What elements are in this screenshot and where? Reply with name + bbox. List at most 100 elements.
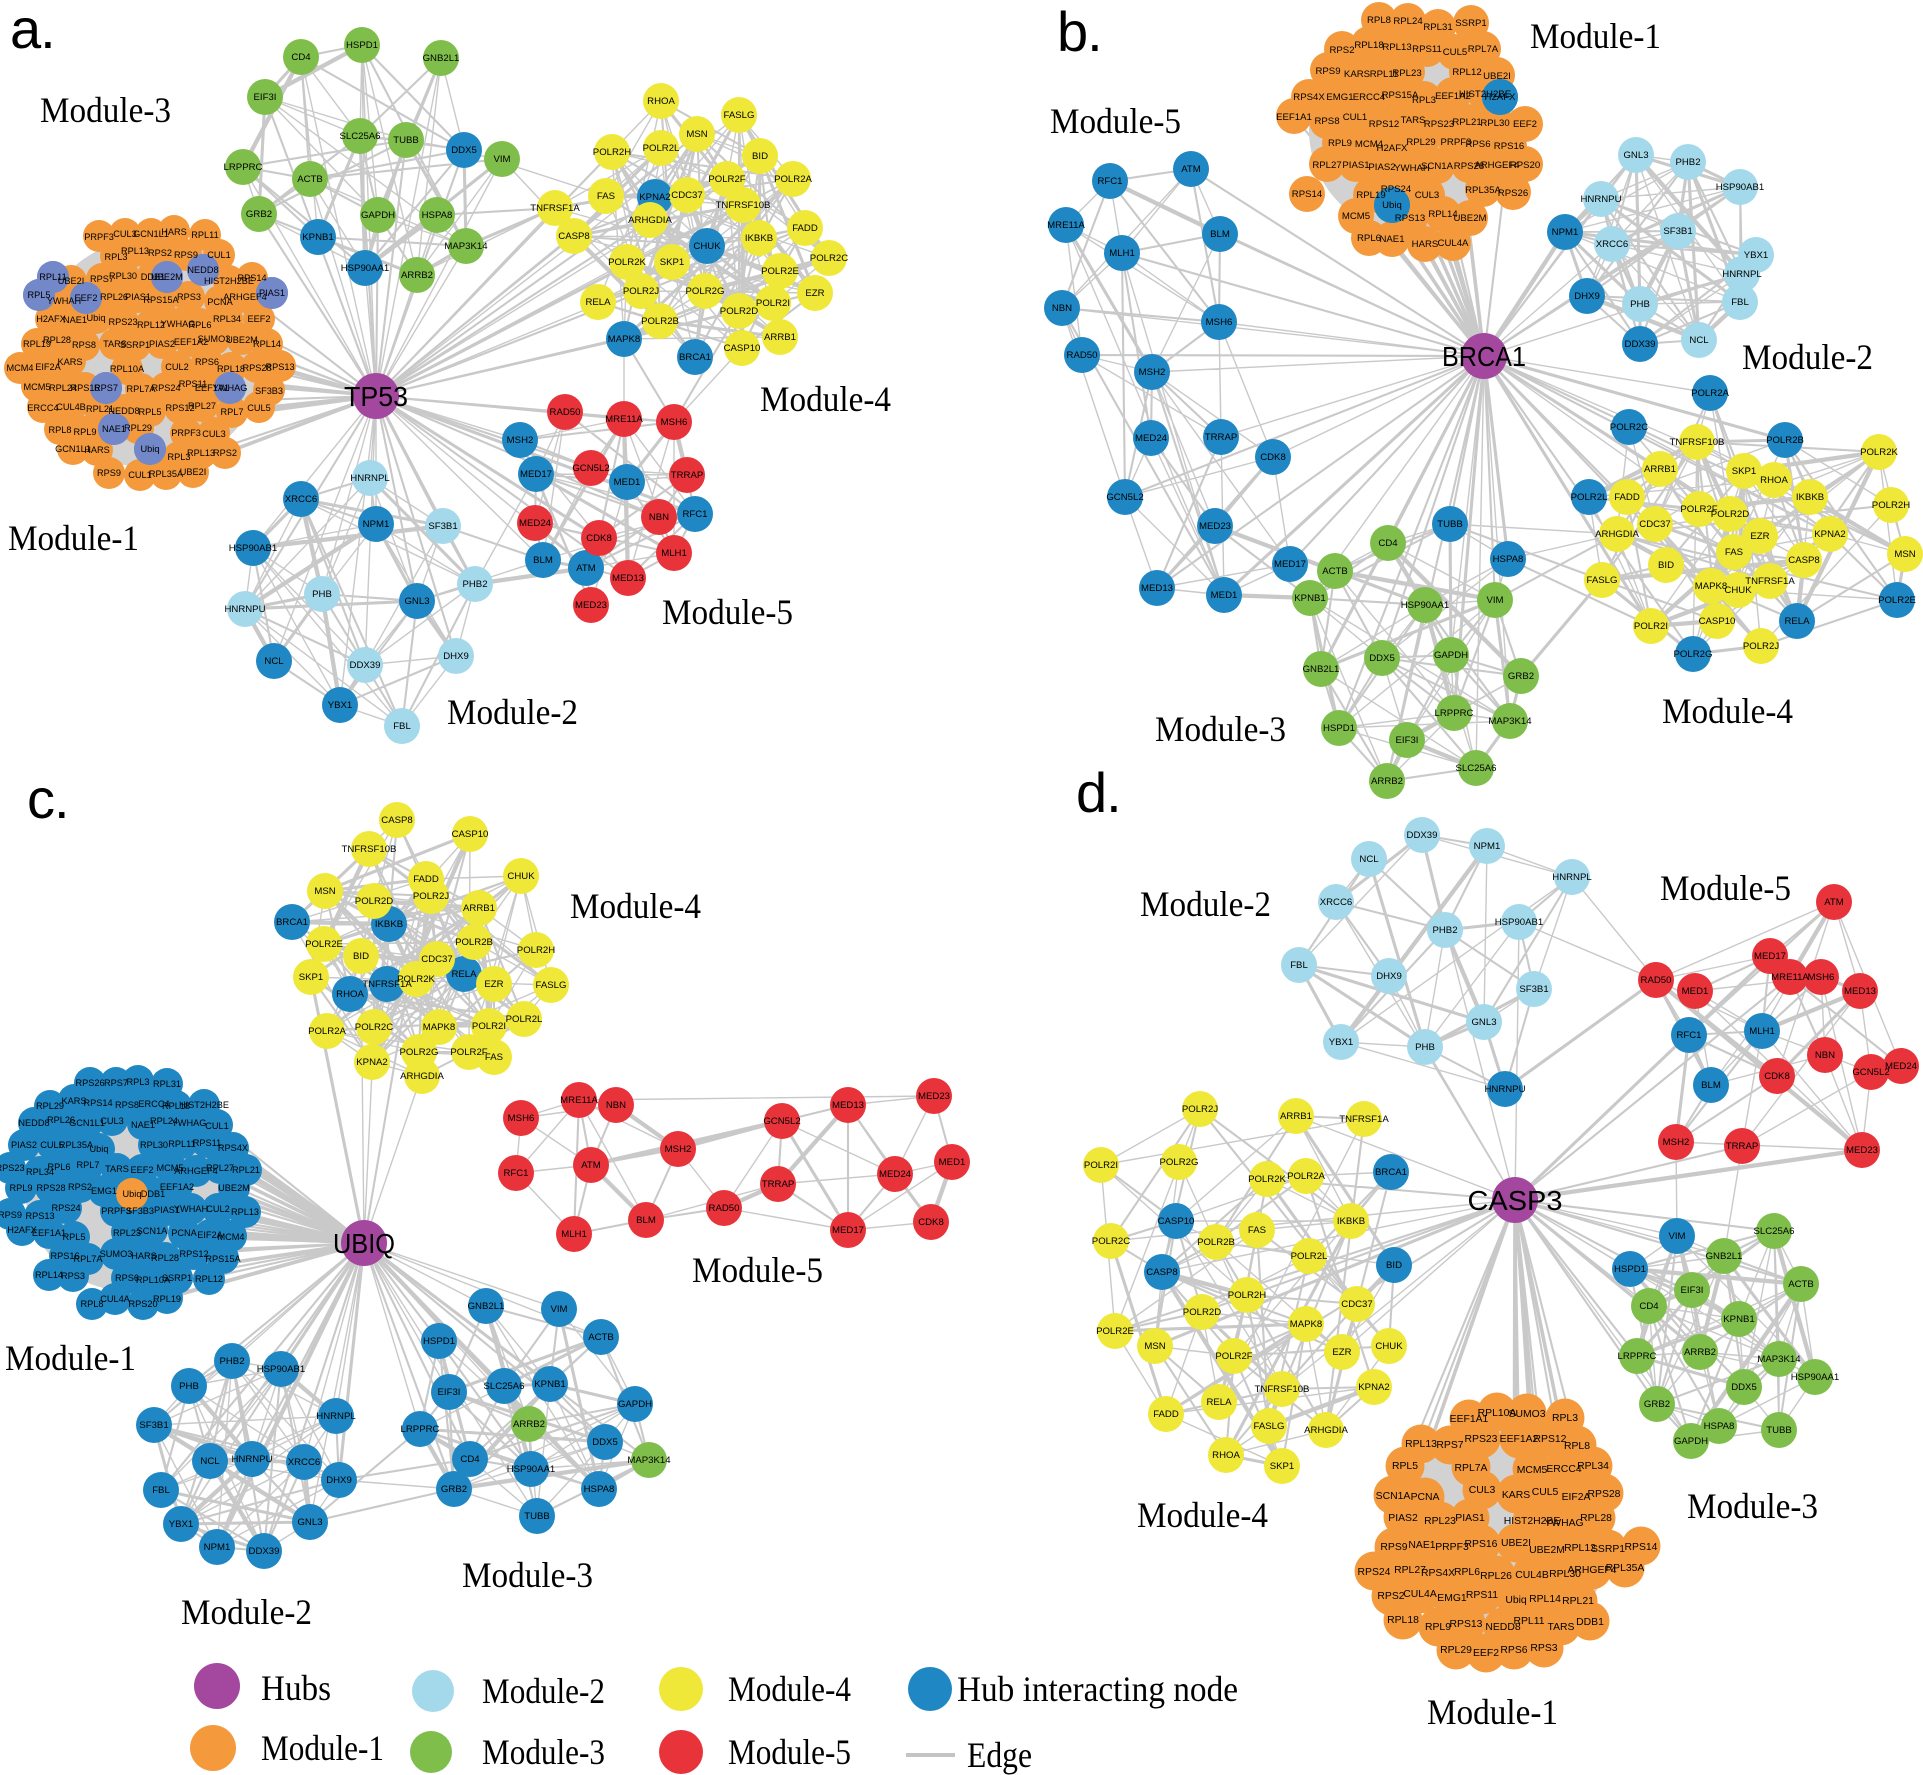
svg-text:DDB1: DDB1 xyxy=(141,1189,166,1199)
svg-text:CUL1: CUL1 xyxy=(205,1121,229,1131)
svg-text:ARRB1: ARRB1 xyxy=(463,903,495,914)
svg-text:ARRB1: ARRB1 xyxy=(1280,1111,1312,1122)
svg-text:TNFRSF10B: TNFRSF10B xyxy=(716,200,771,211)
svg-text:KARS: KARS xyxy=(57,357,82,367)
svg-text:EMG1: EMG1 xyxy=(91,1186,117,1196)
svg-text:CDK8: CDK8 xyxy=(1764,1071,1790,1082)
svg-text:RPL8: RPL8 xyxy=(49,425,72,435)
svg-text:CASP8: CASP8 xyxy=(1788,555,1819,566)
svg-text:HSPA8: HSPA8 xyxy=(1493,554,1524,565)
svg-text:MAPK8: MAPK8 xyxy=(423,1022,456,1033)
svg-text:PIAS1: PIAS1 xyxy=(125,292,151,302)
svg-text:BLM: BLM xyxy=(533,555,553,566)
svg-text:TNFRSF1A: TNFRSF1A xyxy=(362,979,412,990)
svg-text:RPL28: RPL28 xyxy=(1580,1513,1612,1524)
svg-text:POLR2A: POLR2A xyxy=(774,174,812,185)
svg-text:GAPDH: GAPDH xyxy=(618,1399,652,1410)
svg-text:RPL29: RPL29 xyxy=(1440,1645,1472,1656)
svg-text:POLR2C: POLR2C xyxy=(810,253,848,264)
svg-text:NBN: NBN xyxy=(649,512,669,523)
svg-text:POLR2J: POLR2J xyxy=(1743,641,1779,652)
svg-text:GRB2: GRB2 xyxy=(1508,671,1534,682)
svg-text:POLR2F: POLR2F xyxy=(450,1047,487,1058)
svg-text:Module-5: Module-5 xyxy=(662,592,793,632)
svg-text:POLR2E: POLR2E xyxy=(1096,1326,1134,1337)
svg-text:RPS7: RPS7 xyxy=(1436,1440,1463,1451)
svg-text:CD4: CD4 xyxy=(291,52,311,63)
svg-text:MED1: MED1 xyxy=(614,477,641,488)
svg-text:MSN: MSN xyxy=(686,129,707,140)
svg-text:PHB: PHB xyxy=(312,589,332,600)
svg-text:POLR2A: POLR2A xyxy=(308,1026,346,1037)
svg-text:RPL34: RPL34 xyxy=(26,1167,54,1177)
svg-text:RPL35A: RPL35A xyxy=(149,469,184,479)
svg-text:TNFRSF1A: TNFRSF1A xyxy=(1339,1114,1389,1125)
svg-text:HSP90AB1: HSP90AB1 xyxy=(257,1364,306,1375)
svg-text:CDK8: CDK8 xyxy=(586,533,612,544)
svg-text:RPS15A: RPS15A xyxy=(1382,90,1419,101)
svg-text:PRPF3: PRPF3 xyxy=(84,232,114,242)
svg-text:DDX5: DDX5 xyxy=(451,145,477,156)
svg-text:CUL1: CUL1 xyxy=(1343,112,1368,123)
svg-text:RAD50: RAD50 xyxy=(1067,350,1098,361)
svg-text:RPL5: RPL5 xyxy=(1392,1461,1418,1472)
svg-text:EZR: EZR xyxy=(1332,1347,1351,1358)
svg-text:RPL21: RPL21 xyxy=(1452,117,1481,128)
svg-text:YWHAG: YWHAG xyxy=(161,319,196,329)
svg-text:CHUK: CHUK xyxy=(1375,1341,1403,1352)
svg-text:CASP10: CASP10 xyxy=(1699,616,1736,627)
svg-text:Module-1: Module-1 xyxy=(1427,1692,1558,1732)
svg-text:SF3B1: SF3B1 xyxy=(428,521,457,532)
svg-text:PCNA: PCNA xyxy=(1411,1492,1440,1503)
svg-text:GCN5L2: GCN5L2 xyxy=(572,463,609,474)
svg-text:HIST2H2BE: HIST2H2BE xyxy=(179,1100,229,1110)
svg-text:RPL13: RPL13 xyxy=(121,246,149,256)
svg-text:Module-2: Module-2 xyxy=(181,1592,312,1632)
svg-text:EZR: EZR xyxy=(1750,531,1769,542)
svg-text:PIAS2: PIAS2 xyxy=(149,339,175,349)
svg-text:POLR2H: POLR2H xyxy=(1228,1290,1266,1301)
svg-text:RPS16: RPS16 xyxy=(1494,141,1524,152)
svg-text:RPL3: RPL3 xyxy=(1552,1413,1578,1424)
svg-text:Module-5: Module-5 xyxy=(1050,101,1181,141)
svg-text:EMG1: EMG1 xyxy=(1437,1593,1467,1604)
svg-text:HARS: HARS xyxy=(131,1251,157,1261)
svg-text:BLM: BLM xyxy=(1210,229,1230,240)
svg-text:RPL34: RPL34 xyxy=(1577,1461,1609,1472)
svg-text:GNL3: GNL3 xyxy=(1623,150,1648,161)
svg-text:EIF2A: EIF2A xyxy=(35,362,61,372)
svg-text:SKP1: SKP1 xyxy=(299,972,324,983)
svg-text:CUL3: CUL3 xyxy=(113,229,137,239)
svg-text:RPS9: RPS9 xyxy=(0,1210,22,1220)
svg-text:Module-3: Module-3 xyxy=(1687,1486,1818,1526)
svg-text:CUL4A: CUL4A xyxy=(100,1294,130,1304)
svg-text:a.: a. xyxy=(10,0,55,60)
svg-text:MED17: MED17 xyxy=(520,469,552,480)
svg-text:PIAS1: PIAS1 xyxy=(1342,160,1369,171)
svg-text:MAPK8: MAPK8 xyxy=(608,334,641,345)
svg-text:SUMO3: SUMO3 xyxy=(198,334,231,344)
svg-text:Ubiq: Ubiq xyxy=(1505,1595,1527,1606)
svg-text:CUL3: CUL3 xyxy=(202,429,226,439)
svg-text:RPL24: RPL24 xyxy=(49,383,77,393)
svg-text:CUL4B: CUL4B xyxy=(56,402,86,412)
svg-text:RPL14: RPL14 xyxy=(1428,209,1458,220)
svg-text:Module-4: Module-4 xyxy=(1662,691,1793,731)
svg-text:RPL6: RPL6 xyxy=(1357,233,1381,244)
svg-text:YBX1: YBX1 xyxy=(1744,250,1769,261)
svg-text:HSP90AA1: HSP90AA1 xyxy=(1401,600,1450,611)
svg-text:Ubiq: Ubiq xyxy=(90,1144,109,1154)
svg-text:CUL5: CUL5 xyxy=(1532,1487,1559,1498)
svg-text:EEF2: EEF2 xyxy=(131,1165,154,1175)
svg-text:DDX39: DDX39 xyxy=(1407,830,1438,841)
svg-text:UBE2I: UBE2I xyxy=(58,276,85,286)
svg-text:NCL: NCL xyxy=(1359,854,1379,865)
svg-text:EEF1A1: EEF1A1 xyxy=(1276,112,1312,123)
svg-text:SSRP1: SSRP1 xyxy=(120,340,150,350)
svg-text:NBN: NBN xyxy=(606,1100,626,1111)
svg-text:GCN1L1: GCN1L1 xyxy=(55,444,91,454)
svg-text:YWHAG: YWHAG xyxy=(213,383,248,393)
svg-text:YWHAH: YWHAH xyxy=(1394,163,1430,174)
svg-text:POLR2D: POLR2D xyxy=(355,896,393,907)
svg-text:RPS28: RPS28 xyxy=(242,363,271,373)
